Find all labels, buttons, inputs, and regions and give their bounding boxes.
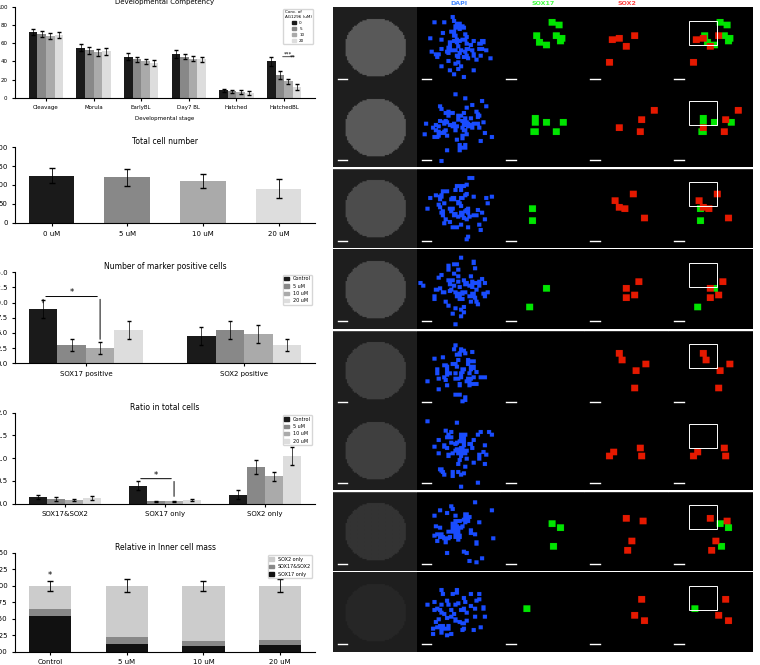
Bar: [29, 609, 71, 616]
Y-axis label: 0 uM: 0 uM: [321, 37, 330, 56]
Y-axis label: 5 uM: 5 uM: [321, 199, 330, 217]
Bar: [55, 35, 63, 98]
Bar: [689, 263, 717, 287]
Y-axis label: 20 uM: 20 uM: [321, 519, 330, 543]
Bar: [283, 456, 301, 503]
Text: *: *: [48, 571, 52, 580]
Bar: [689, 424, 717, 448]
Text: *: *: [154, 471, 158, 479]
Bar: [77, 48, 85, 98]
Bar: [102, 51, 111, 98]
Bar: [29, 176, 74, 223]
Bar: [150, 63, 158, 98]
Bar: [180, 181, 226, 223]
Title: Total cell number: Total cell number: [132, 137, 198, 146]
Title: Ratio in total cells: Ratio in total cells: [131, 403, 200, 412]
Bar: [165, 501, 183, 503]
Bar: [37, 34, 46, 98]
Bar: [182, 586, 224, 641]
Bar: [273, 345, 301, 363]
Bar: [86, 348, 114, 363]
Title: SOX17: SOX17: [531, 1, 554, 6]
Bar: [229, 495, 247, 503]
Text: *: *: [69, 288, 74, 297]
Bar: [188, 59, 198, 98]
Title: DAPI: DAPI: [450, 1, 467, 6]
Title: Number of marker positive cells: Number of marker positive cells: [103, 263, 226, 271]
Bar: [29, 32, 37, 98]
Bar: [267, 61, 276, 98]
Bar: [236, 92, 245, 98]
Bar: [182, 646, 224, 652]
Bar: [85, 51, 93, 98]
Bar: [106, 644, 147, 652]
Bar: [256, 189, 301, 223]
Legend: Control, 5 uM, 10 uM, 20 uM: Control, 5 uM, 10 uM, 20 uM: [283, 275, 312, 305]
Bar: [183, 500, 201, 503]
Title: SOX2: SOX2: [617, 1, 636, 6]
Bar: [293, 87, 301, 98]
Bar: [689, 344, 717, 368]
Bar: [172, 54, 180, 98]
Bar: [259, 645, 301, 652]
Legend: SOX2 only, SOX17&SOX2, SOX17 only: SOX2 only, SOX17&SOX2, SOX17 only: [268, 555, 312, 578]
Bar: [83, 498, 101, 503]
Y-axis label: 10 uM: 10 uM: [321, 358, 330, 381]
Bar: [216, 330, 244, 363]
Bar: [29, 586, 71, 609]
Title: Relative in Inner cell mass: Relative in Inner cell mass: [115, 543, 216, 552]
Bar: [284, 81, 293, 98]
Bar: [276, 75, 284, 98]
Bar: [265, 476, 283, 503]
Bar: [57, 345, 86, 363]
Bar: [29, 616, 71, 652]
Bar: [93, 53, 102, 98]
Bar: [247, 467, 265, 503]
Text: ***: ***: [284, 52, 293, 57]
Legend: 0, 5, 10, 20: 0, 5, 10, 20: [283, 9, 313, 44]
Title: Brightfield: Brightfield: [356, 1, 393, 6]
Bar: [106, 586, 147, 637]
Bar: [689, 505, 717, 529]
Bar: [244, 334, 273, 363]
Bar: [124, 57, 133, 98]
Bar: [689, 182, 717, 206]
Bar: [29, 309, 57, 363]
Bar: [106, 637, 147, 644]
Bar: [689, 21, 717, 45]
X-axis label: Developmental stage: Developmental stage: [135, 116, 195, 121]
Bar: [147, 501, 165, 503]
Bar: [187, 336, 216, 363]
Bar: [29, 497, 47, 503]
Title: Developmental Competency: Developmental Competency: [116, 0, 214, 5]
Bar: [228, 91, 236, 98]
Bar: [689, 586, 717, 610]
Bar: [129, 485, 147, 503]
Bar: [259, 640, 301, 645]
Bar: [259, 586, 301, 640]
Legend: Control, 5 uM, 10 uM, 20 uM: Control, 5 uM, 10 uM, 20 uM: [283, 415, 312, 446]
Bar: [180, 57, 188, 98]
Bar: [245, 93, 254, 98]
Bar: [114, 330, 143, 363]
Bar: [46, 36, 55, 98]
Bar: [220, 90, 228, 98]
Bar: [65, 500, 83, 503]
Text: **: **: [290, 55, 296, 60]
Bar: [689, 101, 717, 125]
Bar: [198, 59, 206, 98]
Bar: [182, 641, 224, 646]
Bar: [104, 178, 150, 223]
Bar: [141, 61, 150, 98]
Bar: [47, 499, 65, 503]
Bar: [133, 59, 141, 98]
